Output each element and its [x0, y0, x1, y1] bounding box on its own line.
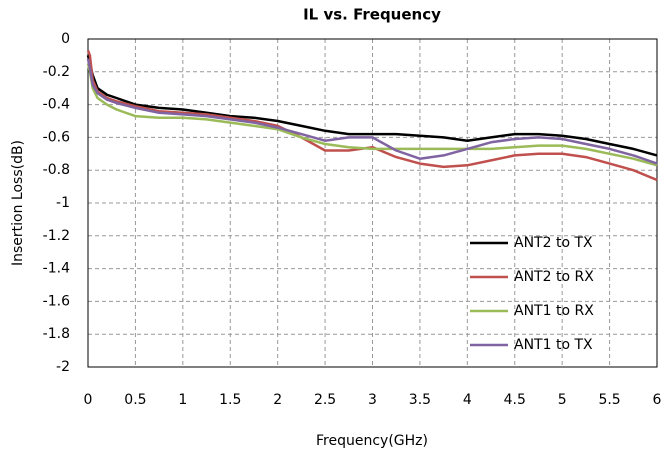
- y-tick-label: -0.6: [43, 129, 70, 145]
- legend-label: ANT2 to RX: [514, 269, 594, 285]
- chart-title: IL vs. Frequency: [303, 6, 441, 24]
- y-tick-label: -2: [56, 359, 70, 375]
- x-tick-label: 1.5: [219, 392, 241, 408]
- series-line: [86, 55, 658, 157]
- legend-label: ANT1 to RX: [514, 303, 594, 319]
- series-line: [86, 50, 658, 182]
- y-axis-label: Insertion Loss(dB): [10, 140, 26, 266]
- y-tick-label: -1.2: [43, 228, 70, 244]
- x-tick-label: 6: [653, 392, 662, 408]
- x-tick-label: 4: [463, 392, 472, 408]
- x-tick-label: 0.5: [124, 392, 146, 408]
- y-tick-label: -1.6: [43, 293, 70, 309]
- y-tick-label: -1: [56, 195, 70, 211]
- x-tick-label: 1: [178, 392, 187, 408]
- y-tick-label: -0.4: [43, 97, 70, 113]
- x-tick-label: 5.5: [598, 392, 620, 408]
- legend-label: ANT2 to TX: [514, 235, 593, 251]
- x-tick-label: 0: [84, 392, 93, 408]
- series-line: [86, 63, 658, 167]
- x-tick-label: 2.5: [314, 392, 336, 408]
- x-axis-label: Frequency(GHz): [316, 433, 428, 449]
- plot-border: [87, 38, 658, 368]
- y-tick-label: -1.4: [43, 261, 70, 277]
- y-tick-label: -0.8: [43, 162, 70, 178]
- series-line: [86, 58, 658, 165]
- x-tick-label: 3: [368, 392, 377, 408]
- x-tick-label: 3.5: [409, 392, 431, 408]
- legend-label: ANT1 to TX: [514, 337, 593, 353]
- x-tick-label: 2: [273, 392, 282, 408]
- x-tick-label: 4.5: [504, 392, 526, 408]
- y-tick-label: 0: [61, 31, 70, 47]
- x-tick-label: 5: [558, 392, 567, 408]
- y-tick-label: -0.2: [43, 64, 70, 80]
- y-tick-label: -1.8: [43, 326, 70, 342]
